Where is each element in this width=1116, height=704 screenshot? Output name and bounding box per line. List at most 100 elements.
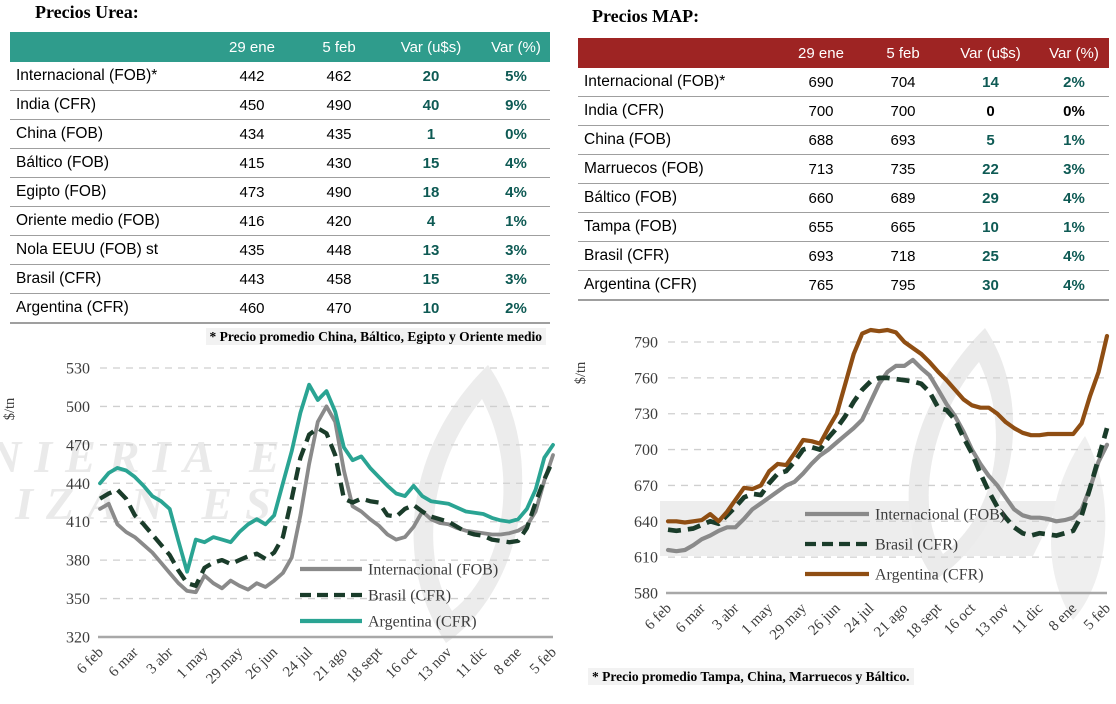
table-row: India (CFR) 450 490 40 9% [10,90,550,120]
table-row: Argentina (CFR) 460 470 10 2% [10,293,550,324]
table-row: Internacional (FOB)* 690 704 14 2% [578,68,1109,97]
price-5feb: 735 [864,154,942,184]
price-29ene: 765 [778,270,864,301]
legend-label: Argentina (CFR) [368,614,477,631]
y-tick-label: 380 [66,553,90,570]
var-usd: 22 [942,154,1039,184]
var-pct: 2% [1039,68,1109,97]
x-tick-label: 6 mar [106,645,142,681]
x-tick-label: 13 nov [415,644,456,685]
map-price-table: 29 ene 5 feb Var (u$s) Var (%) Internacional… [578,38,1109,301]
y-tick-label: 790 [634,335,658,352]
var-pct: 1% [1039,212,1109,242]
table-row: Internacional (FOB)* 442 462 20 5% [10,62,550,91]
watermark-text: NIERIA E [0,431,293,482]
table-row: Marruecos (FOB) 713 735 22 3% [578,154,1109,184]
urea-footnote-text: * Precio promedio China, Báltico, Egipto… [205,328,546,345]
y-axis-label: $/tn [573,361,589,384]
x-tick-label: 24 jul [280,645,316,681]
x-tick-label: 3 abr [144,645,177,678]
y-tick-label: 670 [634,478,658,495]
y-axis-label: $/tn [2,397,18,420]
x-tick-label: 21 ago [871,601,911,641]
price-5feb: 704 [864,68,942,97]
watermark-leaf-icon [928,362,996,554]
y-tick-label: 500 [66,399,90,416]
column-header: Var (%) [482,32,550,62]
var-pct: 4% [482,148,550,178]
column-header: 5 feb [864,38,942,68]
series-line-internacional-fob- [98,404,555,595]
y-tick-label: 760 [634,370,658,387]
series-line-internacional-fob- [665,357,1110,554]
x-tick-label: 26 jun [243,644,281,682]
var-usd: 14 [942,68,1039,97]
map-footnote: * Precio promedio Tampa, China, Marrueco… [588,668,914,685]
watermark-leaf-icon [433,399,504,611]
price-5feb: 462 [298,62,380,91]
price-29ene: 460 [206,293,298,324]
column-header [578,38,778,68]
table-row: India (CFR) 700 700 0 0% [578,96,1109,126]
price-5feb: 665 [864,212,942,242]
y-tick-label: 470 [66,437,90,454]
price-29ene: 700 [778,96,864,126]
row-label: Argentina (CFR) [10,293,206,324]
var-pct: 0% [482,119,550,149]
var-pct: 3% [1039,154,1109,184]
price-5feb: 470 [298,293,380,324]
price-5feb: 718 [864,241,942,271]
urea-title: Precios Urea: [35,2,139,22]
price-29ene: 443 [206,264,298,294]
var-usd: 0 [942,96,1039,126]
price-5feb: 795 [864,270,942,301]
var-pct: 3% [482,264,550,294]
x-tick-label: 11 dic [1009,600,1046,637]
table-row: Brasil (CFR) 443 458 15 3% [10,264,550,294]
price-29ene: 415 [206,148,298,178]
column-header: Var (%) [1039,38,1109,68]
x-tick-label: 8 ene [491,644,525,678]
var-pct: 5% [482,62,550,91]
row-label: Marruecos (FOB) [578,154,778,184]
row-label: India (CFR) [10,90,206,120]
var-pct: 3% [482,235,550,265]
var-usd: 1 [380,119,482,149]
row-label: Báltico (FOB) [578,183,778,213]
x-tick-label: 11 dic [453,644,490,681]
x-tick-label: 16 oct [383,644,421,682]
table-row: Tampa (FOB) 655 665 10 1% [578,212,1109,242]
y-tick-label: 580 [634,586,658,603]
y-tick-label: 350 [66,591,90,608]
price-5feb: 490 [298,177,380,207]
price-5feb: 420 [298,206,380,236]
series-line-brasil-cfr- [98,426,555,588]
price-29ene: 655 [778,212,864,242]
urea-price-table: 29 ene 5 feb Var (u$s) Var (%) Internacional… [10,32,550,324]
column-header [10,32,206,62]
row-label: China (FOB) [10,119,206,149]
price-29ene: 693 [778,241,864,271]
var-usd: 15 [380,264,482,294]
var-pct: 1% [1039,125,1109,155]
price-29ene: 473 [206,177,298,207]
legend-label: Argentina (CFR) [875,567,984,584]
var-usd: 10 [942,212,1039,242]
price-29ene: 688 [778,125,864,155]
table-row: China (FOB) 434 435 1 0% [10,119,550,149]
watermark [660,328,1106,620]
price-5feb: 490 [298,90,380,120]
series-line-brasil-cfr- [667,375,1110,538]
var-usd: 30 [942,270,1039,301]
var-usd: 29 [942,183,1039,213]
column-header: Var (u$s) [942,38,1039,68]
var-usd: 25 [942,241,1039,271]
y-tick-label: 320 [66,630,90,647]
table-row: Brasil (CFR) 693 718 25 4% [578,241,1109,271]
table-row: Oriente medio (FOB) 416 420 4 1% [10,206,550,236]
series-line-argentina-cfr- [98,382,555,574]
map-footnote-text: * Precio promedio Tampa, China, Marrueco… [588,668,914,685]
var-usd: 20 [380,62,482,91]
